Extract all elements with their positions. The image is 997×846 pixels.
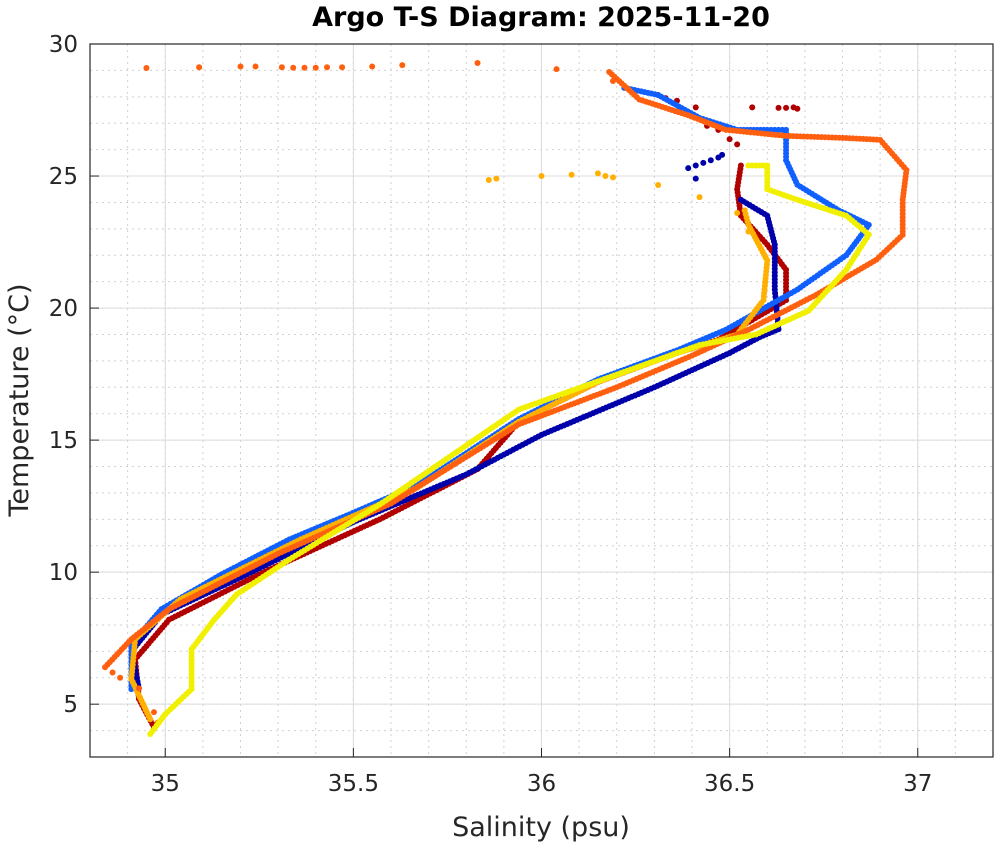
x-tick-label: 36: [527, 771, 556, 797]
data-point: [568, 171, 575, 178]
data-point: [150, 709, 157, 716]
data-point: [594, 170, 601, 177]
y-tick-label: 25: [49, 164, 78, 190]
data-point: [485, 176, 492, 183]
data-point: [602, 173, 609, 180]
y-tick-label: 30: [49, 32, 78, 58]
data-point: [143, 65, 150, 72]
data-point: [196, 64, 203, 71]
data-point: [278, 64, 285, 71]
data-point: [685, 165, 692, 172]
data-point: [369, 63, 376, 70]
data-point: [734, 141, 741, 148]
y-axis-label: Temperature (°C): [4, 283, 35, 517]
data-point: [324, 64, 331, 71]
data-point: [117, 674, 124, 681]
data-point: [745, 228, 752, 235]
data-point: [692, 104, 699, 111]
x-tick-label: 35: [151, 771, 180, 797]
data-point: [135, 685, 142, 692]
x-tick-label: 37: [903, 771, 932, 797]
series-profile-6: [147, 162, 872, 738]
axis-ticks: 35 35.5 36 36.5 37 5 10 15 20 25 30: [49, 32, 933, 797]
data-point: [707, 157, 714, 164]
data-point: [783, 104, 790, 111]
data-point: [737, 162, 744, 169]
data-point: [692, 162, 699, 169]
data-point: [719, 151, 726, 158]
series-profile-4: [128, 170, 771, 723]
data-point: [749, 104, 756, 111]
x-tick-label: 35.5: [328, 771, 379, 797]
data-point: [312, 64, 319, 71]
data-point: [655, 182, 662, 189]
data-point: [726, 136, 733, 143]
data-point: [700, 159, 707, 166]
data-point: [609, 77, 616, 84]
data-point: [399, 62, 406, 69]
series-profile-5: [102, 60, 910, 726]
data-point: [474, 60, 481, 67]
y-tick-label: 20: [49, 296, 78, 322]
data-point: [775, 104, 782, 111]
y-tick-label: 10: [49, 560, 78, 586]
data-point: [692, 175, 699, 182]
data-point: [606, 68, 613, 75]
data-point: [290, 64, 297, 71]
data-point: [538, 173, 545, 180]
y-tick-label: 15: [49, 428, 78, 454]
y-tick-label: 5: [63, 692, 78, 718]
data-point: [737, 196, 744, 203]
data-point: [301, 64, 308, 71]
data-marks: [102, 60, 910, 738]
data-point: [745, 162, 752, 169]
x-tick-label: 36.5: [704, 771, 755, 797]
data-point: [734, 210, 741, 217]
data-point: [696, 194, 703, 201]
data-point: [794, 105, 801, 112]
data-point: [609, 174, 616, 181]
data-point: [339, 64, 346, 71]
data-point: [553, 66, 560, 73]
data-point: [237, 63, 244, 70]
chart-title: Argo T-S Diagram: 2025-11-20: [312, 2, 770, 33]
data-point: [741, 207, 748, 214]
data-point: [493, 175, 500, 182]
data-point: [109, 669, 116, 676]
data-point: [252, 63, 259, 70]
x-axis-label: Salinity (psu): [452, 812, 630, 843]
series-profile-2: [128, 151, 782, 692]
